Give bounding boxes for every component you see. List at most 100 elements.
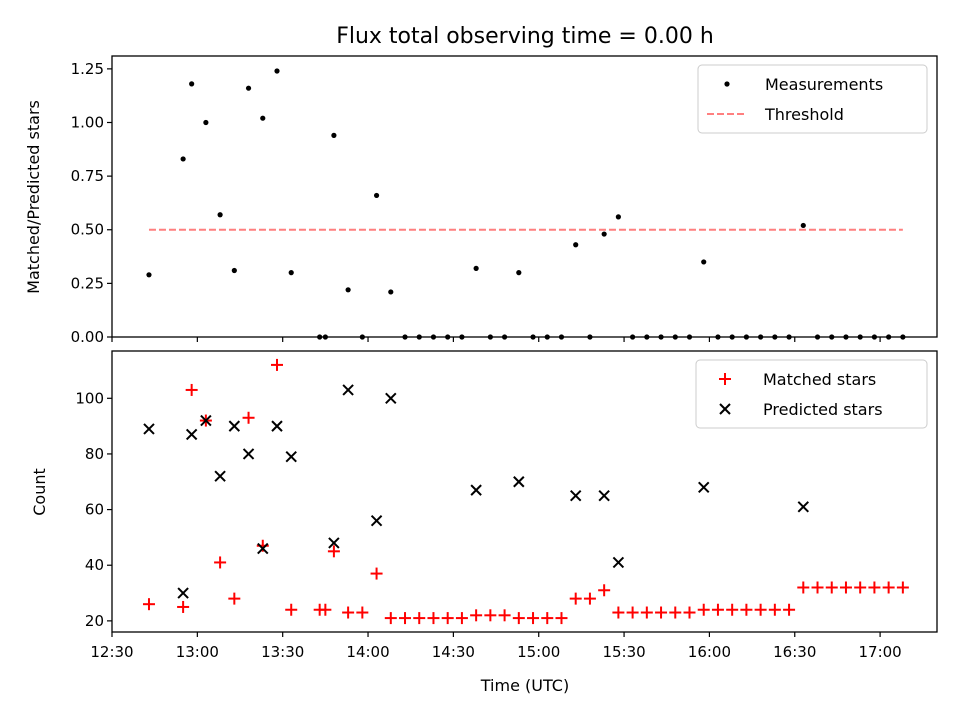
measurement-point [857,334,863,340]
legend-measurements-marker [724,81,730,87]
measurement-point [189,81,195,87]
measurement-point [459,334,465,340]
matched-point [342,606,355,619]
matched-point [384,612,397,625]
ratio-y-ticks: 0.00 0.25 0.50 0.75 1.00 1.25 [71,60,112,346]
matched-point [896,581,909,594]
matched-point [655,606,668,619]
measurement-point [416,334,422,340]
matched-point [470,609,483,622]
measurement-point [373,192,380,199]
matched-point [882,581,895,594]
predicted-point [200,414,212,427]
matched-point [142,598,155,611]
count-x-tick-label: 16:30 [773,643,816,661]
measurement-point [601,231,607,237]
count-x-tick-label: 15:00 [517,643,560,661]
matched-point [498,609,511,622]
matched-point [285,603,298,616]
measurement-point [644,334,650,340]
measurement-point [843,334,849,340]
predicted-point [242,448,255,460]
count-x-tick-label: 13:30 [261,643,304,661]
measurement-point [260,115,266,121]
legend-matched-label: Matched stars [763,370,876,389]
measurement-point [786,334,792,340]
predicted-point [797,501,810,513]
matched-point [242,411,255,424]
count-y-tick-label: 20 [85,612,104,630]
count-y-tick-label: 80 [85,445,104,463]
ratio-y-tick-label: 0.75 [71,167,104,185]
measurement-point [322,334,328,340]
measurement-point [146,272,152,278]
legend-predicted-marker [719,403,731,415]
count-panel: 20 40 60 80 100 12:30 13:00 13:30 14:00 14:30 15:… [30,350,938,695]
matched-point [177,600,190,613]
predicted-point [569,489,582,502]
measurement-point [630,334,636,340]
matched-point [327,545,340,558]
count-y-tick-label: 40 [85,556,104,574]
matched-point [527,612,540,625]
count-x-tick-label: 16:00 [688,643,731,661]
measurement-point [203,119,209,126]
predicted-point [185,428,198,441]
measurement-point [530,334,536,340]
matched-point [811,581,824,594]
matched-point [726,603,739,616]
measurement-point [758,334,764,340]
measurement-point [558,334,565,340]
matched-point [512,612,525,625]
count-x-ticks: 12:30 13:00 13:30 14:00 14:30 15:00 15:30 16:00… [90,632,902,661]
measurement-point [402,334,408,340]
ratio-panel-frame [111,55,938,338]
matched-point [640,606,653,619]
ratio-legend-box [697,64,928,134]
matched-point [214,556,227,569]
matched-point [797,581,810,594]
count-legend: Matched stars Predicted stars [695,359,928,429]
measurement-point [715,334,721,340]
matched-point [271,358,283,371]
ratio-x-ticks [111,337,881,342]
count-y-tick-label: 100 [75,389,104,407]
matched-point [185,383,198,396]
ratio-y-tick-label: 0.50 [71,221,104,239]
measurement-point [544,334,550,340]
measurement-point [800,222,806,229]
measurement-point [672,334,678,340]
measurement-point [473,265,479,271]
matched-point [370,567,383,580]
matched-point [228,592,241,605]
count-x-tick-label: 17:00 [858,643,901,661]
matched-point [697,603,710,616]
measurement-point [814,334,821,340]
matched-point [413,612,426,625]
measurement-point [829,334,835,340]
matched-point [598,584,611,597]
measurement-point [217,212,223,218]
predicted-point [470,484,482,496]
measurement-point [445,334,451,340]
matched-point [740,603,753,616]
count-x-tick-label: 14:00 [346,643,389,661]
predicted-point [328,537,340,549]
count-x-tick-label: 12:30 [90,643,133,661]
measurement-point [743,334,749,340]
measurement-point [288,270,294,276]
measurement-point [180,156,186,162]
count-x-tick-label: 14:30 [432,643,475,661]
count-x-axis-label: Time (UTC) [480,676,569,695]
measurement-point [359,334,365,340]
measurement-point [729,334,735,340]
legend-matched-marker [719,373,731,385]
ratio-y-axis-label: Matched/Predicted stars [24,100,43,294]
matched-point [569,592,582,605]
predicted-point [228,420,241,432]
matched-point [541,612,554,625]
measurement-point [430,334,437,340]
matched-point [783,603,796,616]
predicted-point [214,470,226,482]
